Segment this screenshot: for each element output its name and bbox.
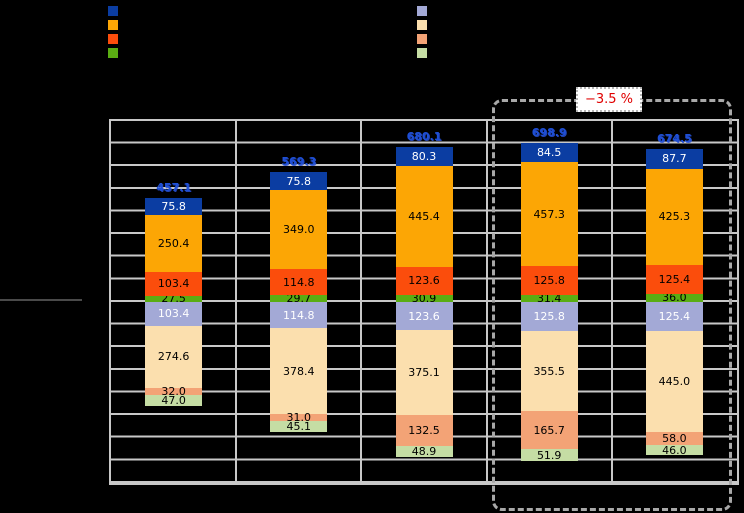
legend-swatch-orange [108, 20, 118, 30]
bar-segment-orange: 349.0 [270, 189, 328, 270]
bar-total-label: 457.1 [156, 181, 191, 194]
bar-segment-peach: 32.0 [145, 386, 203, 397]
bar-segment-periwinkle: 125.8 [520, 302, 578, 331]
bar-segment-orange-red: 103.4 [145, 272, 203, 296]
bar-segment-peach: 165.7 [520, 411, 578, 450]
bar-segment-light-green: 48.9 [395, 446, 453, 457]
delta-annotation-text: −3.5 % [584, 92, 634, 107]
bar-segment-orange-red: 125.8 [520, 266, 578, 295]
delta-annotation-box: −3.5 % [576, 87, 642, 112]
column-separator [235, 121, 238, 483]
legend-swatch-light-green [417, 48, 427, 58]
legend-swatch-orange-red [108, 34, 118, 44]
bar-segment-orange: 457.3 [520, 162, 578, 267]
bar-segment-orange: 425.3 [645, 168, 703, 266]
bar-segment-peach: 58.0 [645, 431, 703, 445]
bar-segment-dark-blue: 84.5 [520, 142, 578, 163]
plot-area: 27.5 103.4 250.4 75.8 457.1 103.4 274.6 32.0 47.… [109, 119, 739, 485]
column-separator [360, 121, 363, 483]
bar-segment-periwinkle: 103.4 [145, 302, 203, 326]
bar-segment-cream: 445.0 [645, 330, 703, 432]
bar-segment-orange-red: 125.4 [645, 265, 703, 294]
bar-segment-dark-blue: 80.3 [395, 147, 453, 166]
bar-segment-green: 27.5 [145, 293, 203, 305]
bar-segment-light-green: 47.0 [145, 395, 203, 406]
bar-segment-orange-red: 123.6 [395, 266, 453, 295]
baseline-tick [0, 299, 82, 301]
bar-segment-light-green: 51.9 [520, 449, 578, 461]
bar-segment-orange: 250.4 [145, 215, 203, 273]
bar-total-label: 674.5 [656, 131, 692, 145]
bar-segment-dark-blue: 75.8 [270, 172, 328, 190]
bar-segment-cream: 375.1 [395, 330, 453, 416]
bar-segment-green: 29.7 [270, 293, 328, 304]
bar-segment-periwinkle: 123.6 [395, 302, 453, 331]
bar-segment-green: 36.0 [645, 292, 703, 304]
bar-segment-light-green: 46.0 [645, 444, 703, 456]
bar-segment-light-green: 45.1 [270, 421, 328, 432]
legend-swatch-peach [417, 34, 427, 44]
bar-segment-green: 30.9 [395, 293, 453, 304]
bar-total-label: 680.1 [406, 130, 442, 144]
bar-segment-dark-blue: 87.7 [645, 148, 703, 169]
bar-segment-peach: 31.0 [270, 412, 328, 423]
legend-swatch-green [108, 48, 118, 58]
bar-segment-cream: 274.6 [145, 325, 203, 388]
comparison-range-box [492, 99, 732, 511]
bar-total-label: 569.3 [281, 155, 317, 169]
bar-total-label: 698.9 [531, 125, 567, 139]
column-separator [485, 121, 488, 483]
bar-segment-orange: 445.4 [395, 165, 453, 267]
bar-segment-dark-blue: 75.8 [145, 198, 203, 216]
legend-upper-series [108, 6, 118, 58]
column-separator [610, 121, 613, 483]
bar-segment-periwinkle: 125.4 [645, 302, 703, 331]
legend-swatch-periwinkle [417, 6, 427, 16]
legend-lower-series [417, 6, 427, 58]
bar-segment-cream: 378.4 [270, 328, 328, 415]
bar-segment-periwinkle: 114.8 [270, 302, 328, 329]
bar-segment-orange-red: 114.8 [270, 269, 328, 296]
legend-swatch-dark-blue [108, 6, 118, 16]
bar-segment-cream: 355.5 [520, 330, 578, 412]
bar-segment-peach: 132.5 [395, 415, 453, 446]
legend-swatch-cream [417, 20, 427, 30]
bar-segment-green: 31.4 [520, 293, 578, 304]
